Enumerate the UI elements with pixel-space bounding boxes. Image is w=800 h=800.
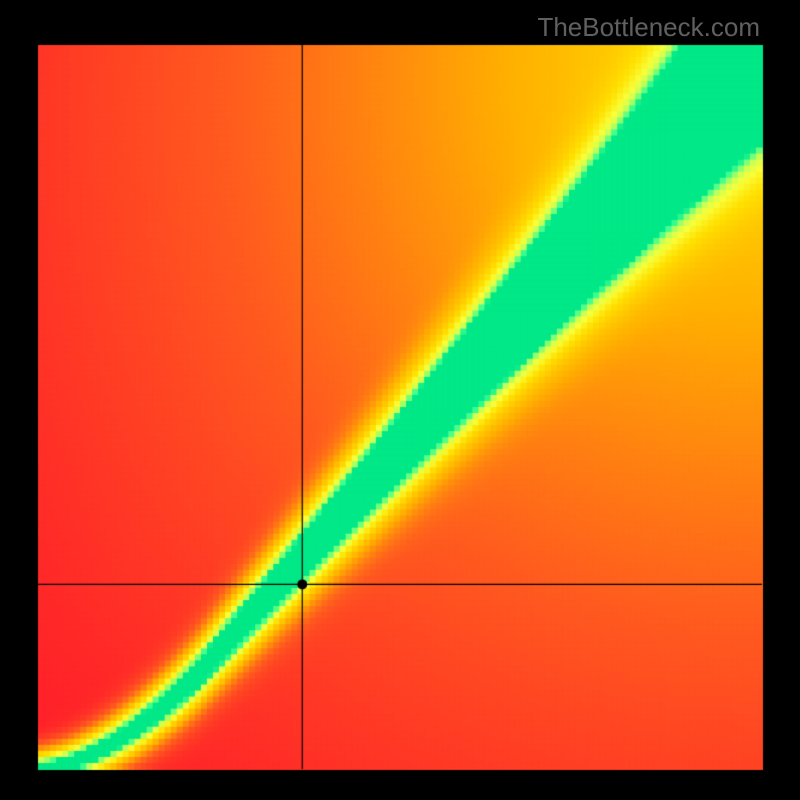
chart-container: TheBottleneck.com (0, 0, 800, 800)
watermark-text: TheBottleneck.com (537, 12, 760, 43)
bottleneck-heatmap-canvas (0, 0, 800, 800)
